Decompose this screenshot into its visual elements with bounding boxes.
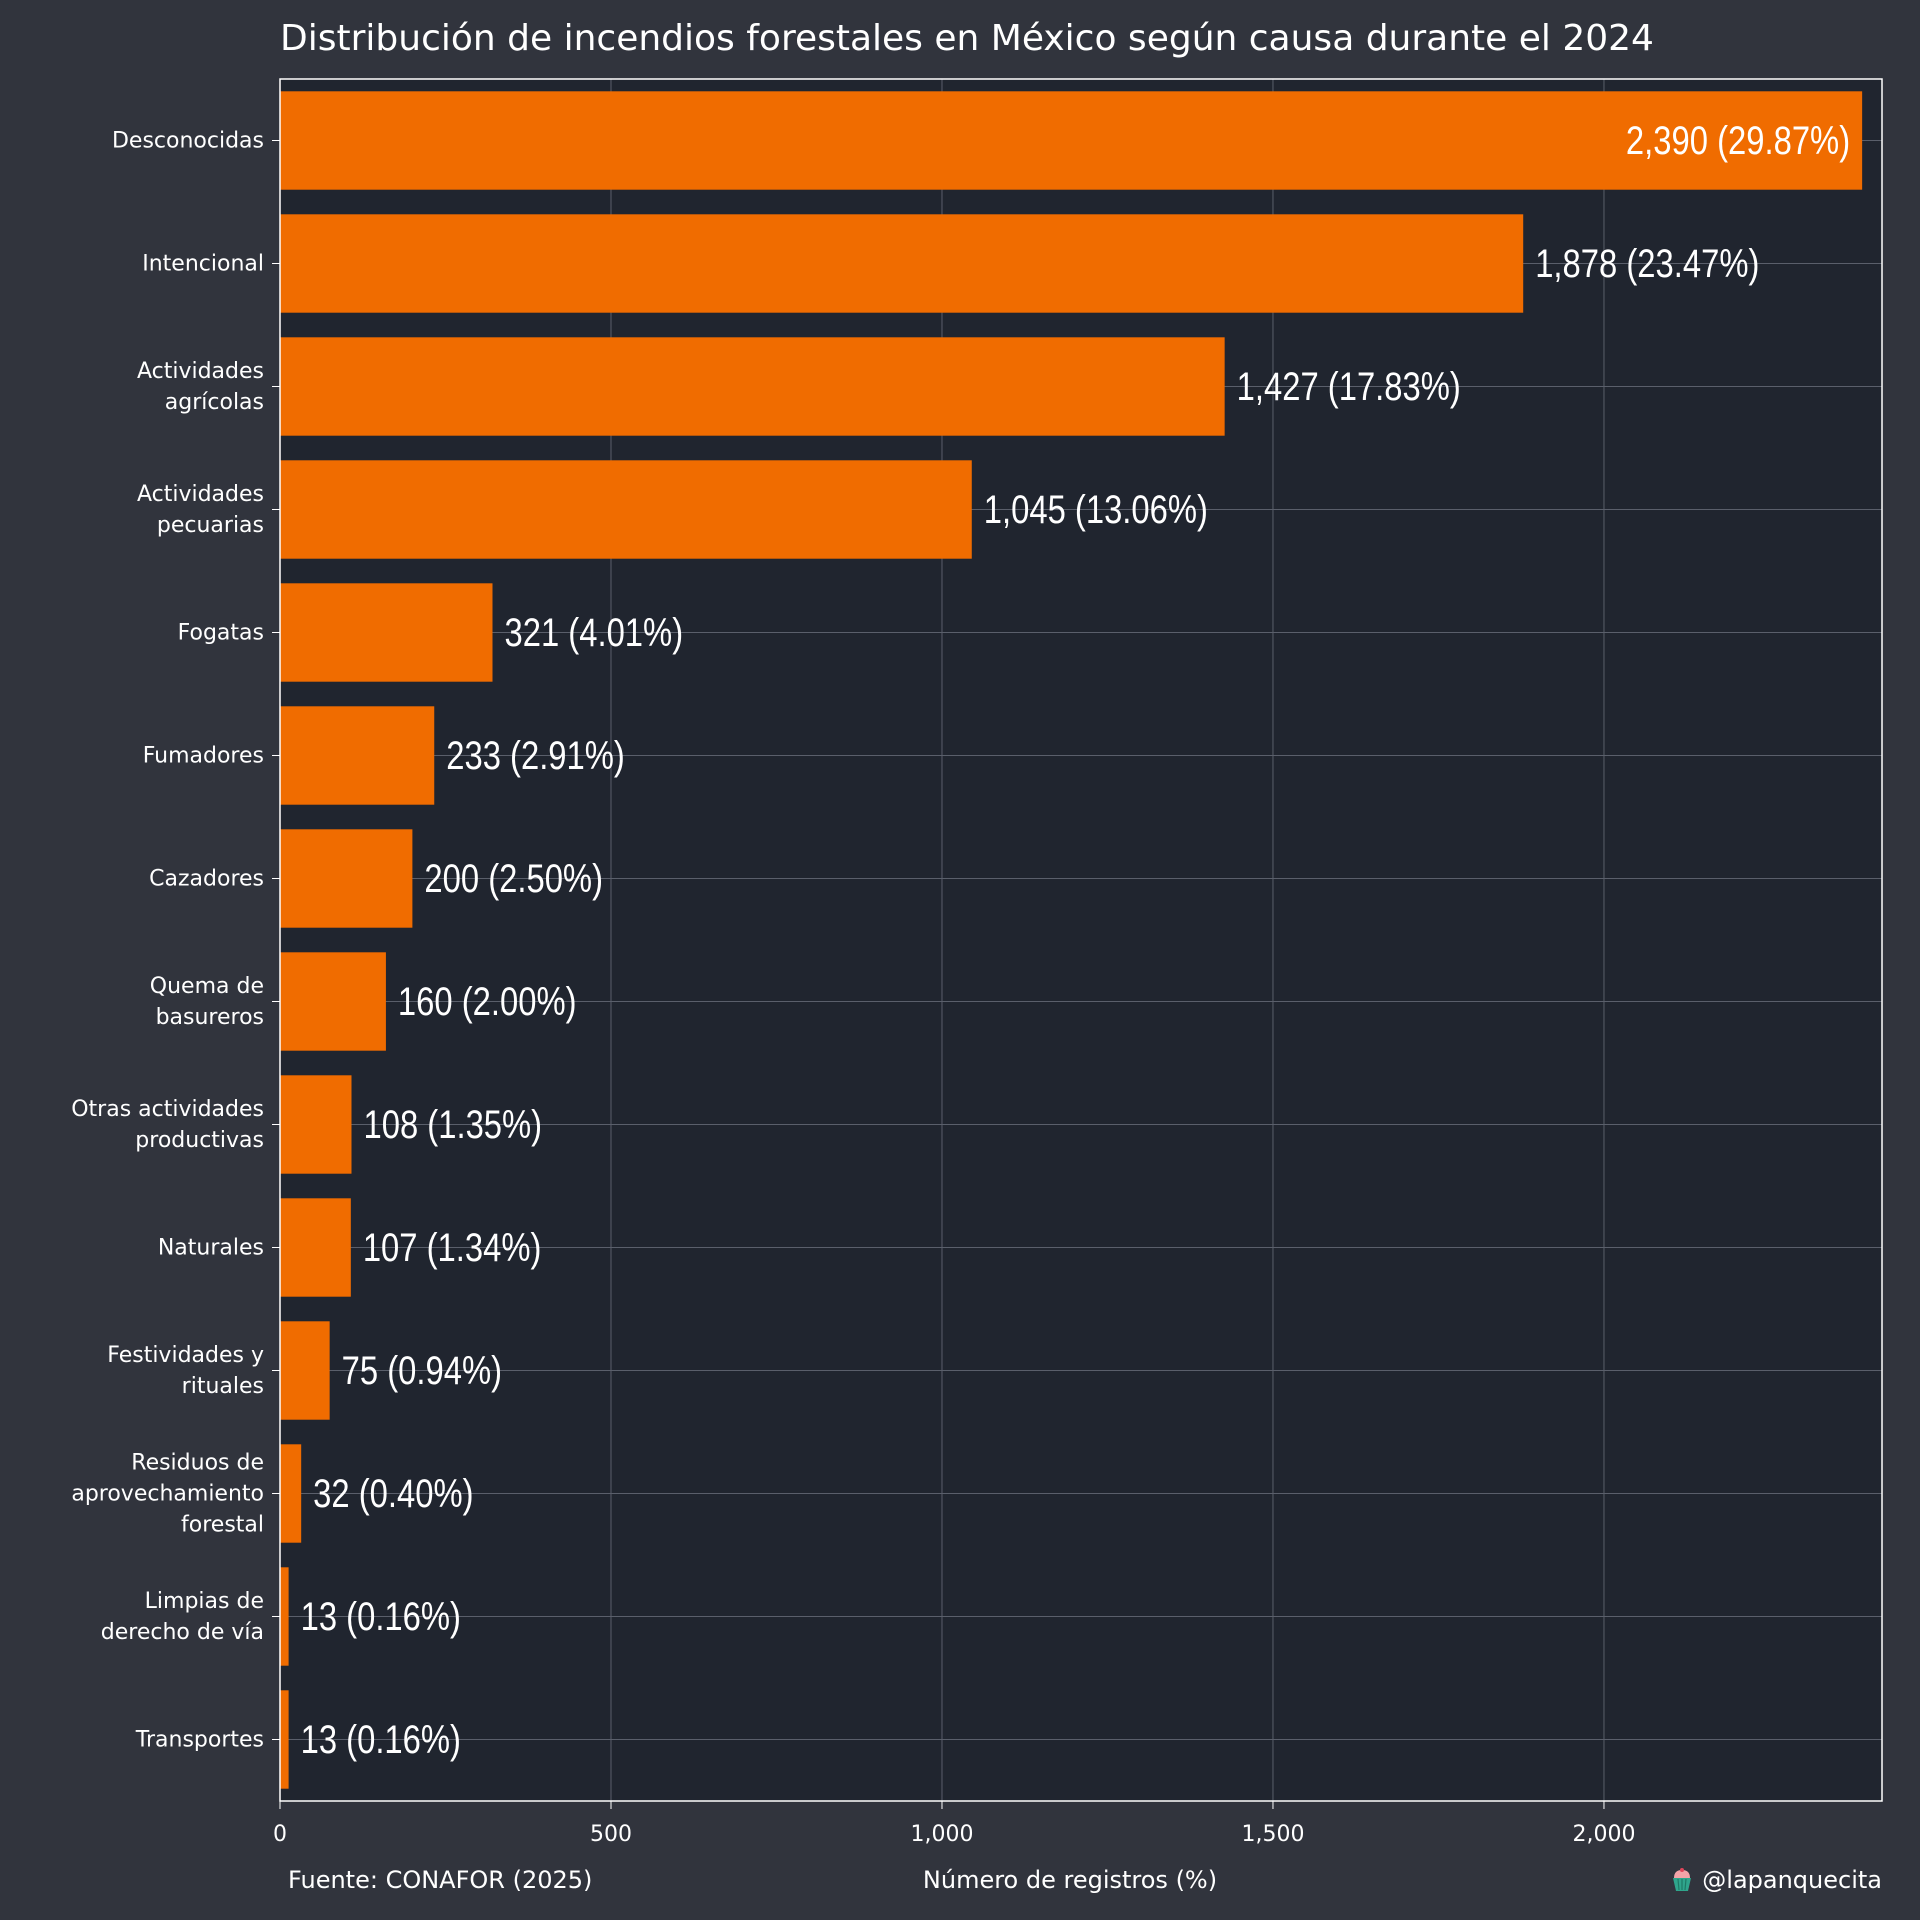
bar [280, 337, 1225, 436]
y-category-label-line: Fumadores [143, 743, 264, 768]
bar-value-label: 160 (2.00%) [398, 979, 577, 1024]
x-tick-label: 1,000 [910, 1822, 973, 1847]
x-tick-label: 500 [590, 1822, 632, 1847]
x-tick-label: 2,000 [1572, 1822, 1635, 1847]
y-category-label-line: Quema de [150, 974, 264, 999]
bar [280, 214, 1524, 313]
y-category-label-line: productivas [135, 1128, 264, 1153]
y-category-label: Festividades y rituales [107, 1343, 264, 1399]
bar [280, 1075, 352, 1174]
source-note: Fuente: CONAFOR (2025) [288, 1866, 593, 1894]
y-category-label: Fogatas [178, 620, 264, 645]
y-category-label-line: basureros [156, 1005, 264, 1030]
credit-handle: @lapanquecita [1702, 1866, 1882, 1894]
y-category-label-line: Otras actividades [71, 1097, 264, 1122]
bar [280, 460, 972, 559]
bar [280, 1198, 351, 1297]
bar-value-label: 108 (1.35%) [363, 1102, 542, 1147]
y-category-label-line: Limpias de [145, 1589, 264, 1614]
y-category-label: Quema de basureros [150, 974, 264, 1030]
x-tick-label: 1,500 [1241, 1822, 1304, 1847]
y-category-label: Residuos de aprovechamiento forestal [71, 1450, 264, 1537]
bar-value-label: 1,045 (13.06%) [984, 487, 1208, 532]
y-category-label: Actividades agrícolas [137, 359, 264, 415]
bar-value-label: 13 (0.16%) [301, 1717, 461, 1762]
y-category-label: Naturales [158, 1235, 264, 1260]
y-category-label-line: Transportes [135, 1727, 264, 1752]
bar [280, 829, 413, 928]
y-category-label-line: Actividades [137, 482, 264, 507]
plot-frame [279, 78, 1883, 1802]
y-category-label-line: Festividades y [107, 1343, 264, 1368]
y-axis-categories: Desconocidas Intencional Actividades agríco… [71, 128, 280, 1752]
chart-title: Distribución de incendios forestales en … [280, 18, 1654, 59]
bar-value-label: 2,390 (29.87%) [1626, 118, 1850, 163]
y-category-label: Actividades pecuarias [137, 482, 264, 538]
y-category-label-line: Actividades [137, 359, 264, 384]
y-category-label-line: derecho de vía [101, 1620, 264, 1645]
author-credit: @lapanquecita [1670, 1866, 1882, 1894]
x-axis-ticks: 0 500 1,000 1,500 2,000 [273, 1801, 1635, 1847]
y-category-label-line: pecuarias [157, 513, 264, 538]
y-category-label: Limpias de derecho de vía [101, 1589, 264, 1645]
y-category-label: Otras actividades productivas [71, 1097, 264, 1153]
bar [280, 91, 1863, 190]
y-category-label-line: Desconocidas [112, 128, 264, 153]
bar [280, 1567, 289, 1666]
y-category-label-line: Intencional [142, 251, 264, 276]
y-category-label: Fumadores [143, 743, 264, 768]
cupcake-icon [1670, 1867, 1694, 1893]
y-category-label: Cazadores [149, 866, 264, 891]
y-category-label: Intencional [142, 251, 264, 276]
data-labels: 2,390 (29.87%) 1,878 (23.47%) 1,427 (17.83… [301, 118, 1851, 1762]
bar-value-label: 200 (2.50%) [424, 856, 603, 901]
bar-value-label: 1,878 (23.47%) [1535, 241, 1759, 286]
bar [280, 583, 493, 682]
bars [280, 91, 1863, 1789]
x-tick-label: 0 [273, 1822, 287, 1847]
y-category-label-line: rituales [182, 1374, 264, 1399]
y-category-label-line: forestal [181, 1512, 264, 1537]
bar-value-label: 1,427 (17.83%) [1237, 364, 1461, 409]
y-category-label-line: Cazadores [149, 866, 264, 891]
bar [280, 952, 386, 1051]
bar-value-label: 75 (0.94%) [342, 1348, 502, 1393]
y-category-label: Desconocidas [112, 128, 264, 153]
bar-value-label: 13 (0.16%) [301, 1594, 461, 1639]
y-category-label-line: agrícolas [165, 390, 264, 415]
y-category-label-line: aprovechamiento [71, 1481, 264, 1506]
y-category-label-line: Residuos de [131, 1450, 264, 1475]
bar-value-label: 107 (1.34%) [363, 1225, 542, 1270]
y-category-label-line: Fogatas [178, 620, 264, 645]
bar [280, 1690, 289, 1789]
bar [280, 1444, 302, 1543]
bar [280, 706, 435, 805]
y-category-label-line: Naturales [158, 1235, 264, 1260]
bar-value-label: 32 (0.40%) [313, 1471, 473, 1516]
x-axis-label: Número de registros (%) [922, 1866, 1218, 1894]
y-category-label: Transportes [135, 1727, 264, 1752]
bar-value-label: 233 (2.91%) [446, 733, 625, 778]
bar [280, 1321, 330, 1420]
bar-value-label: 321 (4.01%) [504, 610, 683, 655]
